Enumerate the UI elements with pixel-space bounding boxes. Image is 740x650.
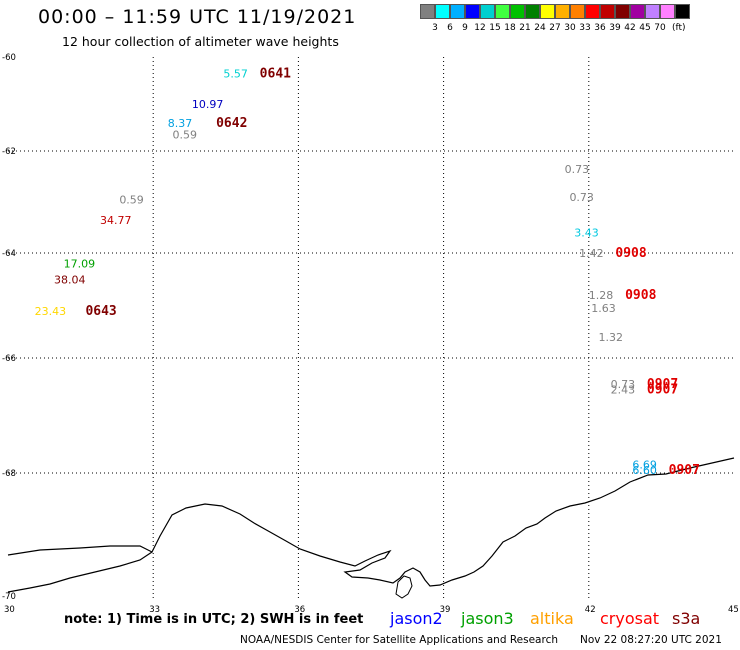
pass-time-label: 0643	[85, 304, 116, 319]
latitude-tick-label: -62	[2, 147, 16, 157]
colorbar-label: 42	[624, 23, 636, 33]
colorbar-swatch	[675, 4, 690, 19]
colorbar-label: 9	[462, 23, 468, 33]
colorbar-swatch	[525, 4, 540, 19]
wave-height-label: 0.59	[119, 193, 144, 206]
antarctic-coastline	[7, 457, 735, 587]
colorbar-label: 39	[609, 23, 621, 33]
units-note: note: 1) Time is in UTC; 2) SWH is in fe…	[64, 612, 364, 627]
map-subtitle: 12 hour collection of altimeter wave hei…	[62, 34, 339, 49]
wave-height-label: 0.73	[569, 191, 594, 204]
colorbar-label: 12	[474, 23, 486, 33]
colorbar-swatch	[660, 4, 675, 19]
longitude-tick-label: 30	[4, 605, 15, 615]
longitude-tick-label: 36	[294, 605, 305, 615]
colorbar-swatch	[420, 4, 435, 19]
wave-height-label: 1.63	[591, 302, 616, 315]
colorbar-swatch	[480, 4, 495, 19]
wave-height-label: 0.59	[173, 129, 198, 142]
wave-height-label: 0.73	[611, 378, 636, 391]
legend-jason3: jason3	[461, 609, 514, 628]
wave-height-label: 1.32	[598, 331, 623, 344]
longitude-tick-label: 42	[585, 605, 596, 615]
latitude-tick-label: -64	[2, 249, 16, 259]
wave-height-label: 8.37	[168, 117, 193, 130]
coastline-inlet	[7, 551, 153, 593]
colorbar-swatch	[570, 4, 585, 19]
latitude-tick-label: -70	[2, 592, 16, 602]
wave-height-label: 1.28	[589, 289, 614, 302]
wave-height-label: 23.43	[35, 305, 66, 318]
pass-time-label: 0908	[625, 288, 656, 303]
colorbar-label: 36	[594, 23, 606, 33]
observation-labels: 5.57 0641 10.97 8.37 0642 0.59 0.59 34.77 17.09 3…	[35, 66, 700, 478]
longitude-tick-label: 39	[440, 605, 451, 615]
colorbar-label: 70	[654, 23, 666, 33]
colorbar-swatch	[615, 4, 630, 19]
pass-time-label: 0642	[216, 116, 247, 131]
colorbar-swatch	[645, 4, 660, 19]
legend-cryosat: cryosat	[600, 609, 660, 628]
colorbar-label: 15	[489, 23, 501, 33]
colorbar-label: 6	[447, 23, 453, 33]
map-title: 00:00 – 11:59 UTC 11/19/2021	[38, 6, 357, 28]
wave-height-label: 38.04	[54, 273, 85, 286]
colorbar-swatch	[495, 4, 510, 19]
wave-height-label: 0.73	[565, 163, 590, 176]
pass-time-label: 0641	[260, 66, 291, 81]
colorbar-swatch	[555, 4, 570, 19]
colorbar-swatch	[465, 4, 480, 19]
wave-height-label: 34.77	[100, 214, 131, 227]
colorbar-swatch	[435, 4, 450, 19]
colorbar-label: 45	[639, 23, 651, 33]
wave-height-label: 3.43	[574, 227, 599, 240]
generated-timestamp: Nov 22 08:27:20 UTC 2021	[580, 634, 722, 646]
latitude-tick-label: -66	[2, 354, 16, 364]
colorbar-swatch	[585, 4, 600, 19]
credit-line: NOAA/NESDIS Center for Satellite Applica…	[240, 634, 558, 646]
colorbar-label: 24	[534, 23, 546, 33]
colorbar-swatch	[450, 4, 465, 19]
longitude-tick-label: 33	[149, 605, 160, 615]
pass-time-label: 0908	[615, 246, 646, 261]
colorbar-swatch	[600, 4, 615, 19]
wave-height-label: 2.43	[611, 384, 636, 397]
latitude-tick-label: -60	[2, 53, 16, 63]
colorbar-label: 3	[432, 23, 438, 33]
wave-height-label: 17.09	[64, 258, 96, 271]
legend-altika: altika	[530, 609, 574, 628]
colorbar-label: 30	[564, 23, 576, 33]
colorbar-swatch	[540, 4, 555, 19]
wave-height-label: 6.60	[632, 464, 657, 477]
graticule: 30 33 36 39 42 45 -60 -62 -64 -66 -68 -70	[2, 53, 739, 615]
colorbar-swatch	[630, 4, 645, 19]
wave-height-label: 6.69	[632, 458, 657, 471]
legend-jason2: jason2	[390, 609, 443, 628]
wave-height-label: 1.42	[579, 247, 604, 260]
latitude-tick-label: -68	[2, 469, 16, 479]
colorbar-unit: (ft)	[672, 23, 686, 33]
colorbar-label: 33	[579, 23, 591, 33]
colorbar-label: 27	[549, 23, 561, 33]
colorbar-label: 18	[504, 23, 516, 33]
longitude-tick-label: 45	[728, 605, 739, 615]
wave-height-label: 10.97	[192, 98, 224, 111]
legend-s3a: s3a	[672, 609, 701, 628]
colorbar-label: 21	[519, 23, 531, 33]
pass-time-label: 0907	[647, 377, 678, 392]
pass-time-label: 0907	[669, 463, 700, 478]
pass-time-label: 0907	[647, 383, 678, 398]
colorbar-swatch	[510, 4, 525, 19]
wave-height-label: 5.57	[223, 67, 248, 80]
island-outline	[395, 575, 413, 599]
